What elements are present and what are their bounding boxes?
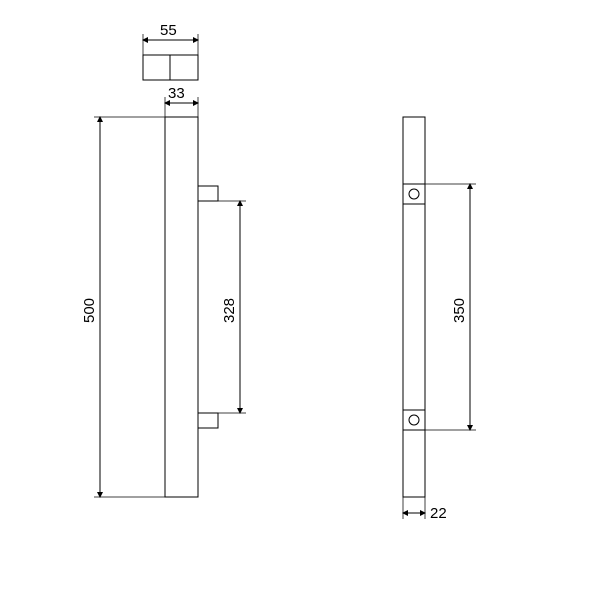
dim-label-350: 350 [451, 298, 468, 323]
dim-label-55: 55 [160, 22, 177, 39]
dim-label-328: 328 [221, 298, 238, 323]
dim-label-22: 22 [430, 505, 447, 522]
dim-label-500: 500 [81, 298, 98, 323]
technical-drawing: 55 500 328 33 350 22 [0, 0, 600, 600]
dim-label-33: 33 [168, 85, 185, 102]
